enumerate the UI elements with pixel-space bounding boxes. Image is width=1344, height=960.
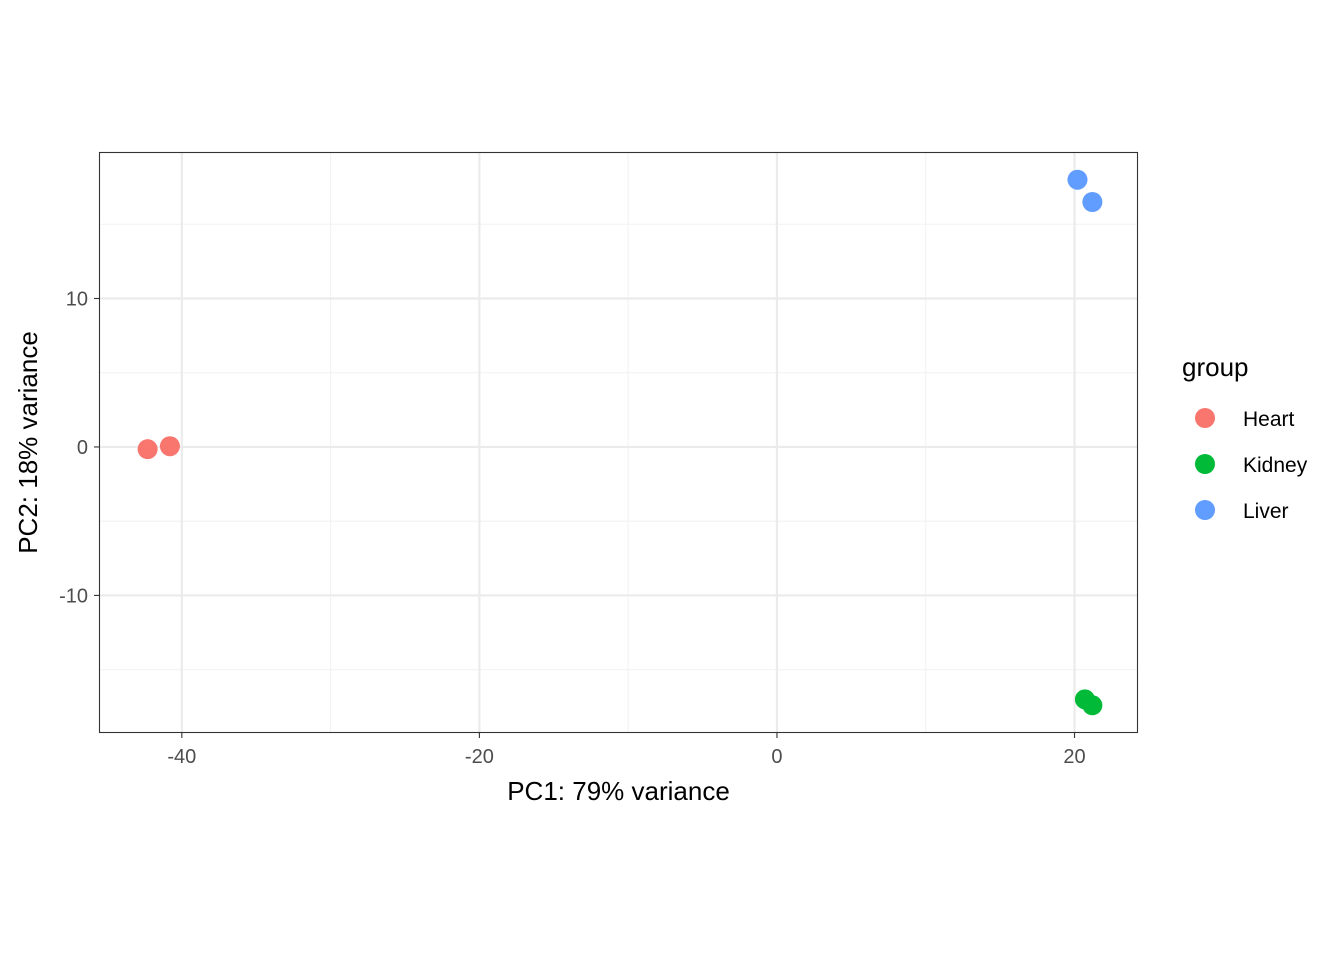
legend-title: group xyxy=(1182,352,1249,382)
legend-label-liver: Liver xyxy=(1243,500,1289,523)
legend-key-liver xyxy=(1195,500,1215,520)
axis-ticks: -40 -20 0 20 -10 0 10 xyxy=(59,288,1086,768)
legend-label-kidney: Kidney xyxy=(1243,454,1308,477)
panel-border xyxy=(98,151,1139,734)
y-tick-label: -10 xyxy=(59,585,88,607)
point-kidney xyxy=(1082,695,1103,716)
legend-label-heart: Heart xyxy=(1243,408,1295,431)
x-axis-title: PC1: 79% variance xyxy=(507,776,730,806)
point-liver xyxy=(1067,169,1088,190)
grid-lines xyxy=(100,153,1137,732)
y-axis-title: PC2: 18% variance xyxy=(13,331,43,554)
legend-key-kidney xyxy=(1195,454,1215,474)
x-tick-label: -20 xyxy=(465,746,494,768)
data-points xyxy=(137,169,1103,716)
point-heart xyxy=(137,439,158,460)
point-heart xyxy=(159,436,180,457)
x-tick-label: -40 xyxy=(167,746,196,768)
x-tick-label: 0 xyxy=(771,746,782,768)
y-tick-label: 10 xyxy=(66,288,88,310)
legend: group Heart Kidney Liver xyxy=(1182,352,1308,523)
point-liver xyxy=(1082,191,1103,212)
x-tick-label: 20 xyxy=(1063,746,1085,768)
legend-key-heart xyxy=(1195,408,1215,428)
y-tick-label: 0 xyxy=(77,437,88,459)
